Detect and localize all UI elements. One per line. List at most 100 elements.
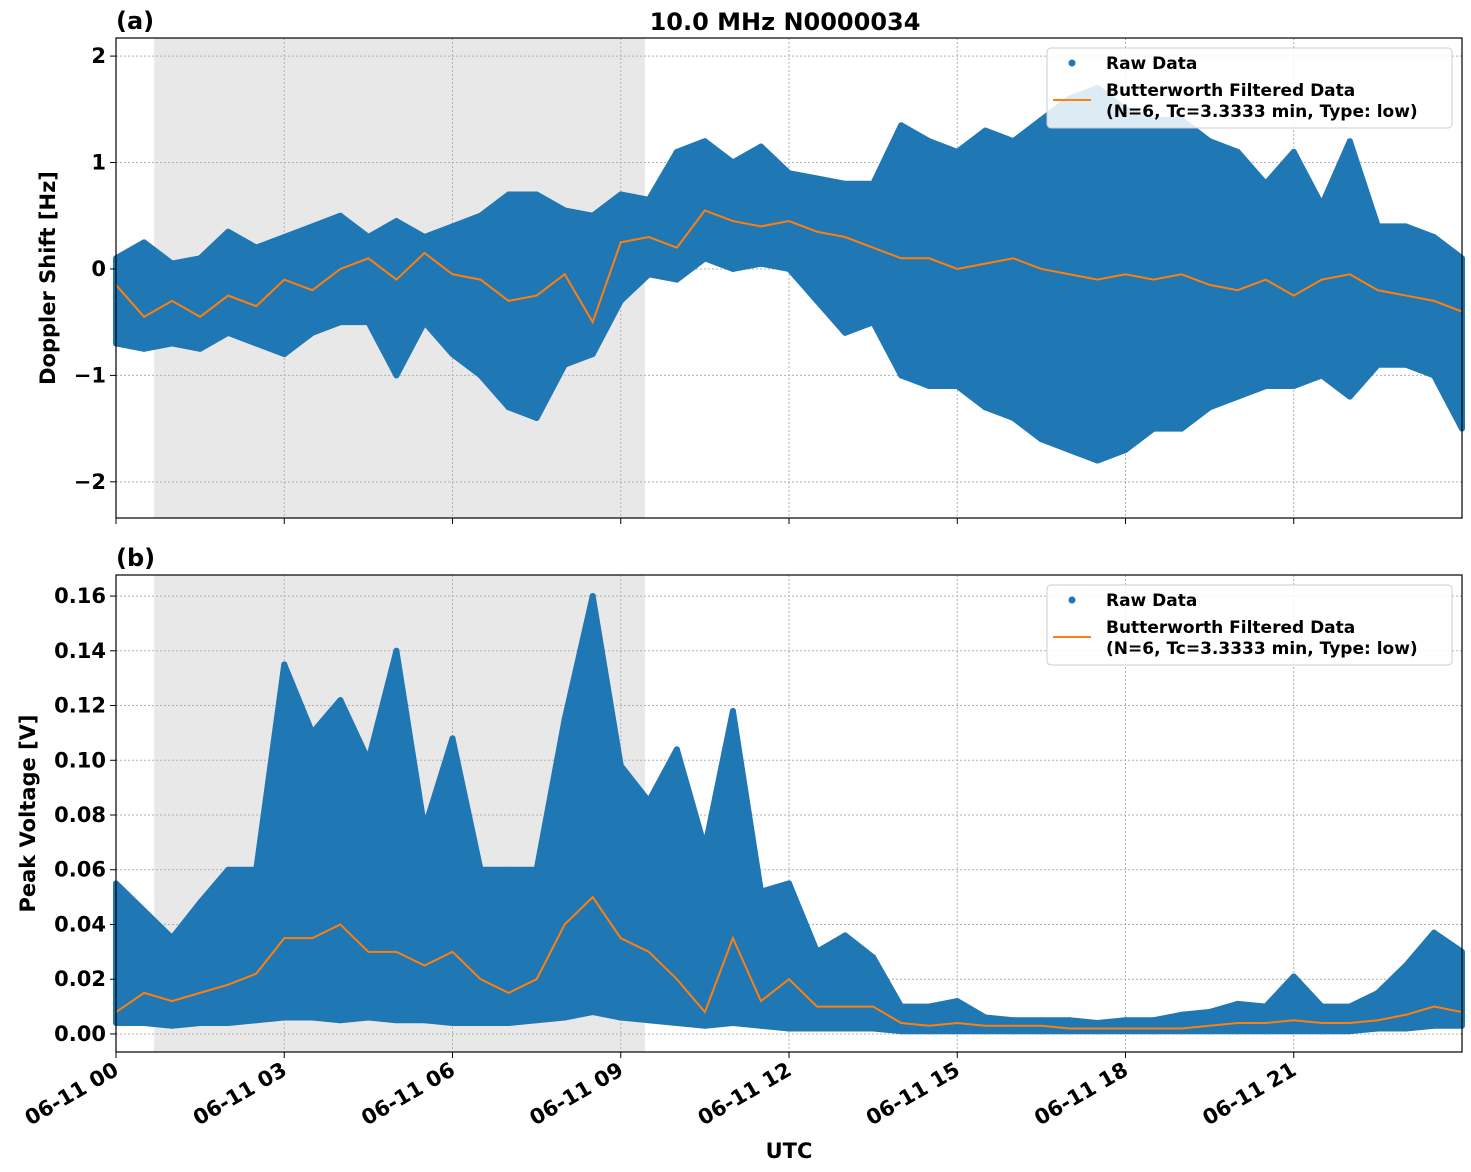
raw-data-range xyxy=(757,143,792,272)
raw-data-range xyxy=(1346,989,1381,1035)
panel-label: (a) xyxy=(116,7,154,35)
raw-data-range xyxy=(337,697,372,1024)
y-axis-label: Doppler Shift [Hz] xyxy=(36,171,60,385)
raw-data-range xyxy=(1066,1017,1101,1035)
raw-data-range xyxy=(898,122,933,390)
y-tick-label: 0.16 xyxy=(54,584,106,608)
x-tick-label: 06-11 09 xyxy=(525,1058,627,1131)
raw-data-range xyxy=(1234,148,1269,400)
x-tick-label: 06-11 18 xyxy=(1030,1058,1132,1131)
raw-data-range xyxy=(561,207,596,368)
y-tick-label: 0.12 xyxy=(54,694,106,718)
raw-data-range xyxy=(1318,1003,1353,1035)
raw-data-range xyxy=(701,708,736,1029)
raw-data-range xyxy=(309,697,344,1024)
raw-data-range xyxy=(814,932,849,1032)
y-tick-label: −1 xyxy=(74,363,106,387)
raw-data-range xyxy=(729,708,764,1029)
raw-data-range xyxy=(645,148,680,283)
y-tick-label: 0.00 xyxy=(54,1022,106,1046)
raw-data-range xyxy=(505,866,540,1026)
legend-filtered-label: Butterworth Filtered Data xyxy=(1106,81,1355,101)
x-tick-label: 06-11 12 xyxy=(694,1058,796,1131)
raw-data-range xyxy=(1010,116,1045,443)
raw-data-range xyxy=(926,998,961,1035)
y-tick-label: 2 xyxy=(91,44,106,68)
y-tick-label: 1 xyxy=(91,151,106,175)
y-tick-label: 0.06 xyxy=(54,858,106,882)
raw-data-range xyxy=(1318,138,1353,400)
raw-data-range xyxy=(701,138,736,272)
raw-data-range xyxy=(786,170,821,304)
raw-data-range xyxy=(814,175,849,336)
raw-data-range xyxy=(1094,1017,1129,1035)
raw-data-range xyxy=(954,998,989,1035)
y-tick-label: 0.08 xyxy=(54,803,106,827)
legend-raw-marker xyxy=(1068,596,1076,604)
y-axis-label: Peak Voltage [V] xyxy=(16,714,40,912)
legend: Raw Data Butterworth Filtered Data(N=6, T… xyxy=(1046,584,1453,666)
y-tick-label: 0.02 xyxy=(54,967,106,991)
raw-data-range xyxy=(1262,148,1297,390)
x-tick-label: 06-11 00 xyxy=(21,1058,123,1131)
panel-a-doppler: 2 1 0 −1 −2 (a) Doppler Shift [Hz] Raw Data Butt… xyxy=(36,7,1465,524)
raw-data-range xyxy=(898,1003,933,1035)
raw-data-range xyxy=(309,212,344,336)
legend-filtered-params: (N=6, Tc=3.3333 min, Type: low) xyxy=(1106,639,1418,659)
legend-raw-marker xyxy=(1068,59,1076,67)
raw-data-range xyxy=(505,191,540,421)
raw-data-range xyxy=(1122,1017,1157,1035)
raw-data-range xyxy=(477,191,512,411)
raw-data-range xyxy=(225,866,260,1026)
raw-data-range xyxy=(449,212,484,379)
x-tick-label: 06-11 03 xyxy=(189,1058,291,1131)
raw-data-range xyxy=(757,880,792,1032)
y-tick-label: −2 xyxy=(74,470,106,494)
y-tick-label: 0.14 xyxy=(54,639,106,663)
legend-raw-label: Raw Data xyxy=(1106,591,1197,611)
raw-data-range xyxy=(673,138,708,283)
legend-filtered-params: (N=6, Tc=3.3333 min, Type: low) xyxy=(1106,102,1418,122)
raw-data-range xyxy=(617,762,652,1024)
filtered-data-line xyxy=(115,209,1463,325)
legend-raw-label: Raw Data xyxy=(1106,54,1197,74)
y-tick-label: 0 xyxy=(91,257,106,281)
x-tick-label: 06-11 15 xyxy=(862,1058,964,1131)
panel-b-voltage: 0.00 0.02 0.04 0.06 0.08 0.10 0.12 0.14 0.16 06-1… xyxy=(16,544,1465,1131)
raw-data-range xyxy=(281,223,316,358)
raw-data-range xyxy=(842,932,877,1032)
raw-data-range xyxy=(1178,116,1213,432)
x-axis-label: UTC xyxy=(766,1139,813,1163)
raw-data-range xyxy=(477,866,512,1026)
legend-box xyxy=(1046,584,1453,666)
raw-data-range xyxy=(141,239,176,352)
x-tick-label: 06-11 06 xyxy=(357,1058,459,1131)
raw-data-range xyxy=(253,234,288,358)
legend-box xyxy=(1046,47,1453,129)
raw-data-range xyxy=(225,228,260,347)
raw-data-range xyxy=(786,880,821,1032)
raw-data-range xyxy=(729,143,764,272)
x-tick-label: 06-11 21 xyxy=(1198,1058,1300,1131)
panel-label: (b) xyxy=(116,544,155,572)
raw-data-range xyxy=(1290,148,1325,390)
raw-data-range xyxy=(982,1014,1017,1035)
raw-data-range xyxy=(337,212,372,326)
raw-data-range xyxy=(1346,138,1381,400)
y-tick-label: 0.04 xyxy=(54,912,106,936)
raw-data-range xyxy=(842,180,877,336)
raw-data-range xyxy=(113,239,148,352)
raw-data-range xyxy=(982,127,1017,421)
legend: Raw Data Butterworth Filtered Data(N=6, T… xyxy=(1046,47,1453,129)
legend-filtered-label: Butterworth Filtered Data xyxy=(1106,618,1355,638)
raw-data-range xyxy=(1234,1000,1269,1035)
figure-title: 10.0 MHz N0000034 xyxy=(650,8,921,36)
raw-data-range xyxy=(1430,234,1465,432)
raw-data-range xyxy=(1206,138,1241,411)
y-tick-label: 0.10 xyxy=(54,748,106,772)
raw-data-range xyxy=(281,661,316,1021)
raw-data-range xyxy=(1206,1000,1241,1035)
filtered-data-line xyxy=(115,895,1463,1030)
raw-data-range xyxy=(645,746,680,1026)
